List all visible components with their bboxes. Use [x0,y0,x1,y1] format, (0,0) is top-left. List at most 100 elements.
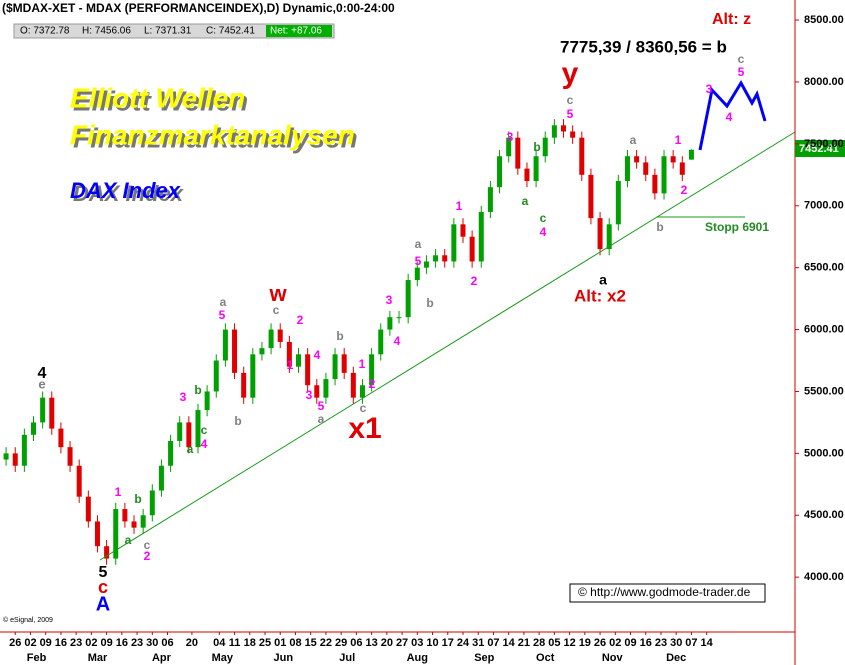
candle-body [104,546,110,559]
x-tick-label: 26 [594,637,606,649]
annotation: b [656,220,663,234]
candle-body [58,428,64,448]
candle-body [624,156,630,181]
x-tick-label: 20 [186,637,198,649]
heading-shadow: DAX Index [73,181,184,206]
annotation: c [201,423,208,437]
x-tick-label: 07 [487,637,499,649]
annotation: e [38,376,45,391]
annotation: c [144,538,151,552]
x-tick-label: 21 [518,637,530,649]
annotation: c [567,93,574,107]
candle-body [31,422,37,435]
month-label: Aug [407,652,428,664]
annotation: a [187,442,194,456]
annotation: 5 [567,107,574,121]
candle-body [579,137,585,175]
month-label: Apr [152,652,172,664]
annotation: 5 [219,308,226,322]
candle-body [94,521,100,547]
month-label: Nov [602,652,624,664]
x-tick-label: 02 [85,637,97,649]
annotation: x1 [348,412,381,445]
candle-body [67,447,73,466]
annotation: 1 [675,133,682,147]
heading: DAX Index [70,178,181,203]
candle-body [204,391,210,411]
annotation: 5 [738,65,745,79]
heading: Finanzmarktanalysen [70,119,355,150]
annotation: 2 [369,377,376,391]
last-price-tag [795,140,845,157]
month-label: Dec [666,652,686,664]
annotation: c [273,303,280,317]
credit: © eSignal, 2009 [3,616,53,624]
x-tick-label: 06 [350,637,362,649]
annotation: 2 [144,549,151,563]
annotation: w [268,281,287,306]
x-tick-label: 25 [259,637,271,649]
candle-body [213,360,219,392]
trend-line [99,131,796,561]
month-label: May [212,652,234,664]
candle-body [140,515,146,528]
annotation: b [234,414,241,428]
projection-path [698,80,767,151]
candle-body [460,224,466,237]
candle-body [314,385,320,398]
x-tick-label: 02 [609,637,621,649]
candle-body [177,422,183,441]
x-tick-label: 14 [503,637,516,649]
annotation: 4 [540,225,547,239]
candle-body [12,453,18,466]
candle-body [551,125,557,138]
source: © http://www.godmode-trader.de [578,585,751,599]
candle-body [232,329,238,373]
month-label: Sep [474,652,494,664]
candle-body [688,149,694,160]
x-tick-label: 30 [146,637,158,649]
candle-body [515,137,521,169]
candle-body [643,162,649,175]
annotation: Stopp 6901 [705,220,769,234]
annotation: 3 [507,130,514,144]
x-tick-label: 13 [365,637,377,649]
source-box [569,583,766,603]
candle-body [542,137,548,157]
ohlc-open: O: 7372.78 [20,26,70,37]
candle-body [149,490,155,516]
candle-body [359,385,365,398]
annotation: c [540,211,547,225]
candle-body [350,372,356,398]
x-tick-label: 11 [229,637,241,649]
x-tick-label: 29 [335,637,347,649]
x-tick-label: 16 [55,637,67,649]
x-tick-label: 01 [274,637,286,649]
candle-body [615,180,621,225]
x-tick-label: 20 [381,637,393,649]
x-tick-label: 03 [411,637,423,649]
annotation: 7775,39 / 8360,56 = b [560,37,727,56]
y-tick-label: 7500.00 [804,138,844,150]
x-tick-label: 28 [533,637,545,649]
x-tick-label: 08 [289,637,301,649]
annotation: a [599,272,607,288]
candle-body [634,156,640,163]
candle-body [387,317,393,330]
candle-body [414,267,420,281]
x-tick-label: 31 [472,637,484,649]
x-tick-label: 07 [685,637,697,649]
candle-body [606,224,612,250]
candle-body [250,354,256,398]
annotation: a [125,533,132,547]
annotation: a [318,412,325,426]
candle-body [85,496,91,522]
y-tick-label: 5000.00 [804,447,844,459]
annotation: 3 [386,293,393,307]
candle-body [131,521,137,528]
month-label: Oct [536,652,555,664]
candle-body [40,397,46,423]
x-tick-label: 22 [320,637,332,649]
x-tick-label: 17 [442,637,454,649]
x-tick-label: 02 [24,637,36,649]
